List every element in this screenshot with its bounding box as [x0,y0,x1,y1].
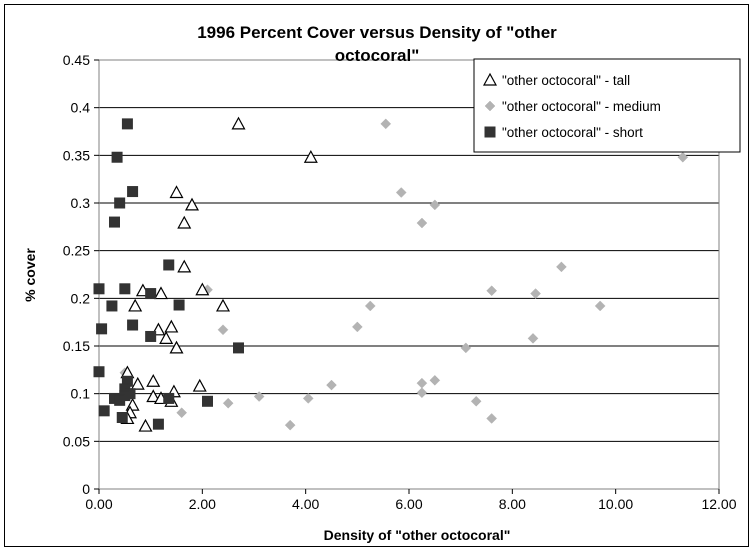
x-tick-label: 2.00 [189,496,216,512]
data-point-diamond [352,322,362,332]
data-point-filled-square [94,367,104,377]
data-point-filled-square [203,396,213,406]
y-tick-label: 0.4 [71,100,91,116]
data-point-filled-square [115,395,125,405]
data-points [94,118,688,431]
data-point-open-triangle [194,380,206,391]
data-point-filled-square [122,119,132,129]
data-point-diamond [595,301,605,311]
data-point-diamond [417,388,427,398]
data-point-filled-square [99,406,109,416]
y-tick-label: 0 [82,481,90,497]
data-point-diamond [218,325,228,335]
x-tick-label: 10.00 [598,496,633,512]
y-axis-label: % cover [22,248,38,302]
data-point-open-triangle [305,151,317,162]
data-point-diamond [381,119,391,129]
data-point-filled-square [117,413,127,423]
data-point-filled-square [128,320,138,330]
y-tick-label: 0.2 [71,290,91,306]
legend-marker [485,127,495,137]
data-point-open-triangle [171,187,183,198]
data-point-diamond [430,375,440,385]
data-point-diamond [285,420,295,430]
x-tick-label: 8.00 [499,496,526,512]
data-point-diamond [417,218,427,228]
y-tick-label: 0.35 [63,147,90,163]
y-tick-label: 0.25 [63,243,90,259]
data-point-filled-square [153,419,163,429]
legend: "other octocoral" - tall "other octocoral… [474,59,740,152]
data-point-diamond [303,393,313,403]
chart-title-line-1: 1996 Percent Cover versus Density of "ot… [197,23,557,42]
data-point-filled-square [107,301,117,311]
data-point-diamond [471,396,481,406]
data-point-filled-square [115,198,125,208]
x-tick-label: 12.00 [701,496,736,512]
y-tick-label: 0.3 [71,195,91,211]
data-point-open-triangle [186,199,198,210]
data-point-filled-square [146,289,156,299]
legend-label: "other octocoral" - tall [502,73,630,88]
y-tick-label: 0.15 [63,338,90,354]
x-tick-label: 6.00 [395,496,422,512]
data-point-diamond [396,188,406,198]
data-point-open-triangle [147,375,159,386]
data-point-diamond [528,333,538,343]
chart-title-line-2: octocoral" [335,46,420,65]
data-point-diamond [254,392,264,402]
data-point-open-triangle [155,288,167,299]
x-axis-label: Density of "other octocoral" [324,527,511,543]
data-point-open-triangle [129,300,141,311]
data-point-diamond [327,380,337,390]
data-point-filled-square [128,187,138,197]
y-tick-label: 0.45 [63,52,90,68]
x-axis-ticks: 0.00 2.00 4.00 6.00 8.00 10.00 12.00 [85,489,736,512]
data-point-diamond [487,286,497,296]
data-point-diamond [417,378,427,388]
data-point-filled-square [234,343,244,353]
x-tick-label: 0.00 [85,496,112,512]
data-point-filled-square [164,393,174,403]
data-point-open-triangle [165,321,177,332]
data-point-filled-square [97,324,107,334]
data-point-filled-square [146,331,156,341]
legend-label: "other octocoral" - short [502,125,643,140]
data-point-filled-square [112,152,122,162]
data-point-filled-square [164,260,174,270]
y-axis-ticks: 0 0.05 0.1 0.15 0.2 0.25 0.3 0.35 0.4 0.45 [63,52,99,497]
data-point-open-triangle [233,118,245,129]
chart-frame: 0 0.05 0.1 0.15 0.2 0.25 0.3 0.35 0.4 0.45 0.00 2.… [4,4,749,547]
y-tick-label: 0.05 [63,433,90,449]
y-tick-label: 0.1 [71,386,91,402]
data-point-diamond [365,301,375,311]
data-point-diamond [430,200,440,210]
data-point-diamond [556,262,566,272]
data-point-diamond [487,413,497,423]
data-point-diamond [223,398,233,408]
legend-label: "other octocoral" - medium [502,99,661,114]
data-point-diamond [678,152,688,162]
data-point-filled-square [174,300,184,310]
data-point-open-triangle [140,420,152,431]
data-point-diamond [531,289,541,299]
data-point-diamond [461,343,471,353]
data-point-open-triangle [217,300,229,311]
data-point-filled-square [94,284,104,294]
data-point-filled-square [110,217,120,227]
data-point-diamond [177,408,187,418]
data-point-open-triangle [132,378,144,389]
data-point-open-triangle [178,261,190,272]
data-point-filled-square [120,284,130,294]
scatter-chart: 0 0.05 0.1 0.15 0.2 0.25 0.3 0.35 0.4 0.45 0.00 2.… [5,5,750,548]
data-point-open-triangle [178,217,190,228]
x-tick-label: 4.00 [292,496,319,512]
